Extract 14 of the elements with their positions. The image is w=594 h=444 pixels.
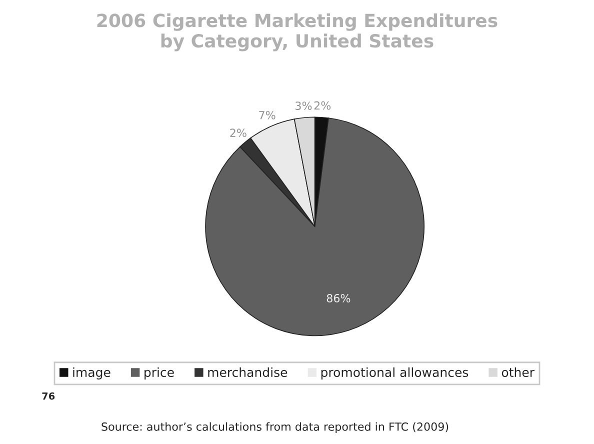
data-label: 86% [326,294,350,302]
legend-label: image [73,367,110,380]
data-label: 2% [230,128,246,138]
data-label: 3% [296,102,312,110]
pie-slice [205,118,425,336]
data-label: 7% [259,110,276,120]
legend-label: other [502,367,535,378]
legend-label: merchandise [208,367,288,378]
legend-label: price [144,367,174,380]
source-note: Source: author’s calculations from data reported in FTC (2009) [102,422,448,433]
chart-title: 2006 Cigarette Marketing Expenditures by Category, United States [97,13,498,52]
legend-label: promotional allowances [321,367,468,380]
data-label: 2% [314,101,331,110]
text: 76 [42,392,55,400]
